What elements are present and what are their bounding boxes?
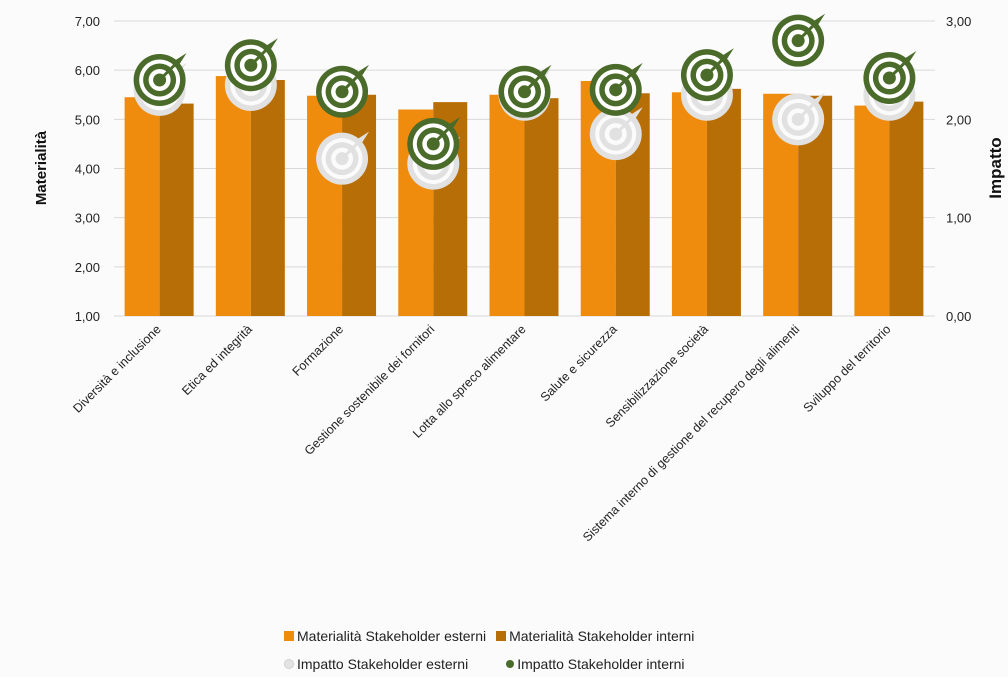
y-axis-ticks: 1,00 2,00 3,00 4,00 5,00 6,00 7,00 [75, 14, 100, 324]
bar-materialita-interni [889, 101, 924, 316]
marker-impatto-interni [316, 64, 370, 118]
y2-tick-label: 3,00 [946, 14, 971, 29]
marker-impatto-esterni [316, 131, 370, 185]
marker-impatto-interni [407, 116, 461, 170]
x-tick-label: Formazione [290, 322, 347, 379]
bar-materialita-interni [250, 80, 285, 316]
legend-row-2: Impatto Stakeholder esterni Impatto Stak… [284, 656, 691, 672]
legend-item-materialita-interni: Materialità Stakeholder interni [496, 628, 694, 644]
legend-row-1: Materialità Stakeholder esterni Material… [284, 628, 700, 644]
y-tick-label: 6,00 [75, 63, 100, 78]
marker-impatto-interni [498, 64, 552, 118]
chart: 1,00 2,00 3,00 4,00 5,00 6,00 7,00 0,00 1,00 2,0… [33, 13, 1005, 544]
x-tick-label: Salute e sicurezza [538, 322, 620, 404]
marker-impatto-interni [224, 38, 278, 92]
bar-materialita-esterni [489, 94, 525, 316]
y-tick-label: 7,00 [75, 14, 100, 29]
bar-materialita-esterni [671, 92, 707, 317]
bar-materialita-interni [159, 103, 194, 316]
y2-axis-ticks: 0,00 1,00 2,00 3,00 [946, 14, 971, 324]
x-tick-label: Diversità e inclusione [70, 322, 163, 415]
legend-swatch-brown [496, 631, 507, 641]
y-tick-label: 1,00 [75, 309, 100, 324]
y2-tick-label: 2,00 [946, 112, 971, 127]
bar-materialita-interni [524, 98, 559, 316]
x-tick-label: Sistema interno di gestione del recupero… [580, 322, 802, 544]
y-tick-label: 2,00 [75, 260, 100, 275]
bar-materialita-interni [706, 88, 741, 316]
markers [133, 13, 917, 190]
target-icon [506, 660, 515, 668]
marker-impatto-interni [133, 53, 187, 106]
y2-tick-label: 1,00 [946, 211, 971, 226]
legend-item-impatto-interni: Impatto Stakeholder interni [506, 656, 685, 672]
legend-label: Impatto Stakeholder esterni [297, 656, 469, 672]
marker-impatto-esterni [589, 107, 643, 161]
bar-materialita-interni [342, 94, 377, 316]
legend-item-materialita-esterni: Materialità Stakeholder esterni [284, 628, 486, 644]
legend-item-impatto-esterni: Impatto Stakeholder esterni [284, 656, 468, 672]
x-tick-label: Sensibilizzazione società [603, 322, 711, 430]
legend-swatch-orange [284, 631, 294, 641]
marker-impatto-interni [772, 13, 826, 67]
category-labels: Diversità e inclusione Etica ed integrità… [70, 322, 893, 544]
marker-impatto-interni [863, 51, 917, 105]
marker-impatto-interni [589, 62, 643, 116]
bar-materialita-esterni [307, 95, 343, 316]
legend-label: Materialità Stakeholder esterni [297, 628, 487, 644]
marker-impatto-interni [680, 48, 734, 102]
bar-materialita-esterni [124, 97, 160, 316]
y2-tick-label: 0,00 [946, 309, 971, 324]
y-axis-title: Materialità [33, 130, 50, 205]
y2-axis-title: Impatto [986, 137, 1005, 198]
y-tick-label: 3,00 [75, 211, 100, 226]
legend-label: Materialità Stakeholder interni [509, 628, 695, 644]
bar-materialita-esterni [854, 105, 890, 316]
x-tick-label: Sviluppo del territorio [801, 322, 894, 415]
legend-label: Impatto Stakeholder interni [517, 656, 685, 672]
y-tick-label: 5,00 [75, 112, 100, 127]
marker-impatto-esterni [772, 92, 826, 146]
bars [124, 76, 924, 317]
x-tick-label: Etica ed integrità [179, 322, 255, 398]
y-tick-label: 4,00 [75, 162, 100, 177]
bar-materialita-esterni [215, 76, 251, 316]
target-icon [284, 659, 294, 669]
